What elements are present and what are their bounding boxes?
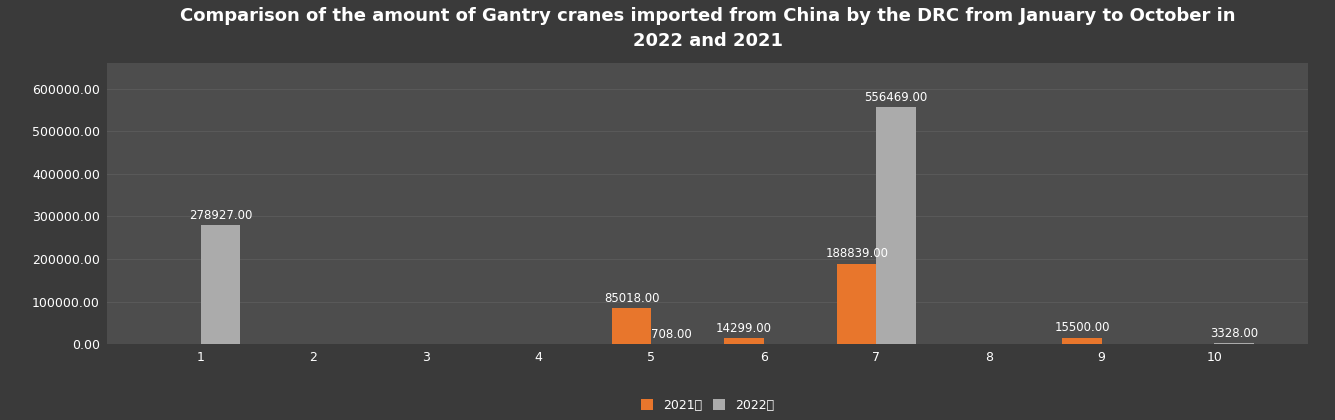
Text: 556469.00: 556469.00 [865,91,928,104]
Bar [877,107,916,344]
Bar [837,264,877,344]
Text: 708.00: 708.00 [650,328,692,341]
Text: 15500.00: 15500.00 [1055,321,1109,334]
Bar [725,338,764,344]
Text: 188839.00: 188839.00 [825,247,888,260]
Text: 14299.00: 14299.00 [716,322,772,335]
Bar [200,226,240,344]
Bar [1215,343,1254,344]
Bar [1063,338,1101,344]
Text: 85018.00: 85018.00 [603,292,659,305]
Text: 3328.00: 3328.00 [1210,327,1258,340]
Legend: 2021年, 2022年: 2021年, 2022年 [635,394,780,417]
Bar [611,308,651,344]
Text: 278927.00: 278927.00 [188,209,252,222]
Title: Comparison of the amount of Gantry cranes imported from China by the DRC from Ja: Comparison of the amount of Gantry crane… [180,7,1235,50]
